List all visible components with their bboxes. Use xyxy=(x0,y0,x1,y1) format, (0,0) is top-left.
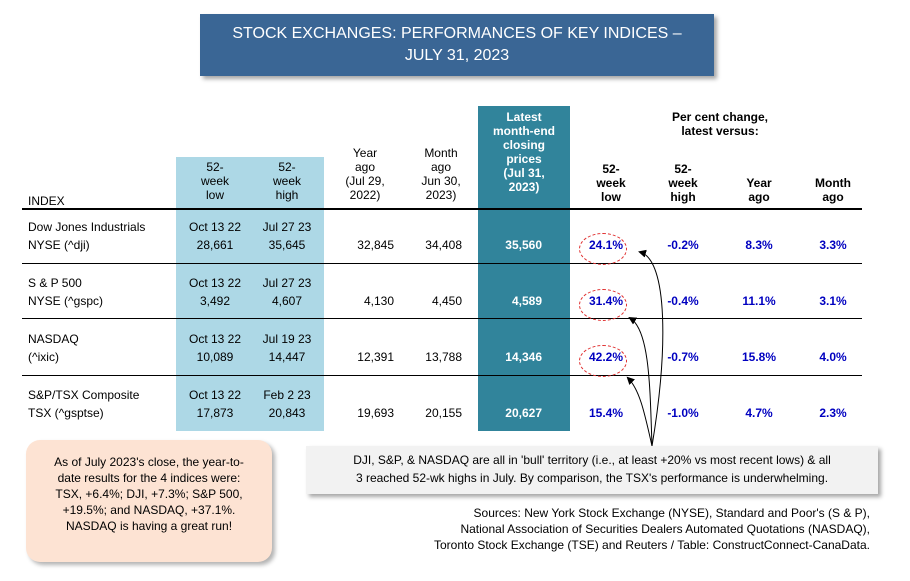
cell-pct-year: 11.1% xyxy=(742,294,776,308)
cell-high-date: Feb 2 23 xyxy=(263,388,311,402)
header-52-week-low: 52- week low xyxy=(200,160,229,202)
highlight-ring-sp500 xyxy=(579,289,627,321)
cell-pct-year: 15.8% xyxy=(741,350,777,364)
cell-high: 35,645 xyxy=(268,238,306,252)
header-index: INDEX xyxy=(28,194,65,208)
highlight-ring-dji xyxy=(579,233,627,265)
header-52-week-high: 52- week high xyxy=(272,160,301,202)
cell-high: 20,843 xyxy=(268,406,306,420)
cell-pct-month: 4.0% xyxy=(819,350,847,364)
cell-name1: S & P 500 xyxy=(28,276,82,290)
cell-latest: 35,560 xyxy=(505,238,542,252)
cell-low-date: Oct 13 22 xyxy=(188,220,242,234)
cell-high-date: Jul 19 23 xyxy=(262,332,312,346)
header-rule xyxy=(22,208,862,210)
title-line-1: STOCK EXCHANGES: PERFORMANCES OF KEY IND… xyxy=(232,25,682,42)
bull-note: DJI, S&P, & NASDAQ are all in 'bull' ter… xyxy=(306,446,878,494)
header-pct-group: Per cent change, latest versus: xyxy=(671,110,769,138)
cell-pct-month: 3.3% xyxy=(819,238,847,252)
cell-pct-year: 8.3% xyxy=(745,238,773,252)
cell-high: 14,447 xyxy=(268,350,306,364)
cell-high-date: Jul 27 23 xyxy=(262,220,312,234)
cell-low-date: Oct 13 22 xyxy=(188,332,242,346)
cell-low: 10,089 xyxy=(196,350,234,364)
cell-pct-low: 15.4% xyxy=(588,406,624,420)
cell-low: 28,661 xyxy=(196,238,234,252)
cell-high-date: Jul 27 23 xyxy=(262,276,312,290)
cell-year-ago: 12,391 xyxy=(357,350,394,364)
cell-month-ago: 20,155 xyxy=(425,406,462,420)
cell-month-ago: 34,408 xyxy=(425,238,462,252)
arrow-to-sp500 xyxy=(628,316,653,447)
arrow-to-nasdaq xyxy=(626,376,653,447)
cell-month-ago: 4,450 xyxy=(431,294,462,308)
cell-year-ago: 4,130 xyxy=(363,294,394,308)
cell-name2: NYSE (^gspc) xyxy=(28,294,103,308)
header-latest: Latest month-end closing prices (Jul 31, 2023… xyxy=(493,110,555,194)
ytd-note: As of July 2023's close, the year-to- da… xyxy=(26,440,272,562)
band-52-week xyxy=(176,157,324,431)
header-month-ago: Month ago Jun 30, 2023) xyxy=(421,146,461,202)
title-line-2: JULY 31, 2023 xyxy=(404,47,510,64)
header-pct-low: 52- week low xyxy=(596,162,626,204)
cell-year-ago: 32,845 xyxy=(357,238,394,252)
cell-pct-high: -0.7% xyxy=(667,350,699,364)
cell-low: 17,873 xyxy=(196,406,234,420)
cell-pct-high: -0.2% xyxy=(667,238,699,252)
cell-name2: NYSE (^dji) xyxy=(28,238,90,252)
cell-year-ago: 19,693 xyxy=(357,406,394,420)
chart-title: STOCK EXCHANGES: PERFORMANCES OF KEY IND… xyxy=(200,14,714,76)
header-pct-year: Year ago xyxy=(746,176,772,204)
band-latest xyxy=(478,106,570,431)
cell-name1: NASDAQ xyxy=(28,332,79,346)
cell-name1: Dow Jones Industrials xyxy=(28,220,146,234)
header-year-ago: Year ago (Jul 29, 2022) xyxy=(345,146,385,202)
header-pct-month: Month ago xyxy=(815,176,851,204)
header-pct-high: 52- week high xyxy=(668,162,698,204)
cell-low: 3,492 xyxy=(199,294,231,308)
cell-low-date: Oct 13 22 xyxy=(188,276,242,290)
cell-name1: S&P/TSX Composite xyxy=(28,388,140,402)
cell-month-ago: 13,788 xyxy=(425,350,462,364)
cell-name2: (^ixic) xyxy=(28,350,59,364)
cell-low-date: Oct 13 22 xyxy=(188,388,242,402)
row-rule-2 xyxy=(22,318,862,319)
cell-latest: 14,346 xyxy=(505,350,542,364)
row-rule-3 xyxy=(22,375,862,376)
cell-latest: 4,589 xyxy=(511,294,542,308)
cell-name2: TSX (^gsptse) xyxy=(28,406,104,420)
cell-pct-high: -1.0% xyxy=(667,406,699,420)
highlight-ring-nasdaq xyxy=(579,345,627,377)
cell-pct-high: -0.4% xyxy=(667,294,699,308)
sources: Sources: New York Stock Exchange (NYSE),… xyxy=(433,506,870,552)
cell-high: 4,607 xyxy=(271,294,303,308)
cell-pct-month: 2.3% xyxy=(819,406,847,420)
cell-pct-year: 4.7% xyxy=(745,406,773,420)
cell-pct-month: 3.1% xyxy=(819,294,847,308)
row-rule-1 xyxy=(22,263,862,264)
cell-latest: 20,627 xyxy=(505,406,542,420)
arrow-to-dji xyxy=(638,249,664,447)
